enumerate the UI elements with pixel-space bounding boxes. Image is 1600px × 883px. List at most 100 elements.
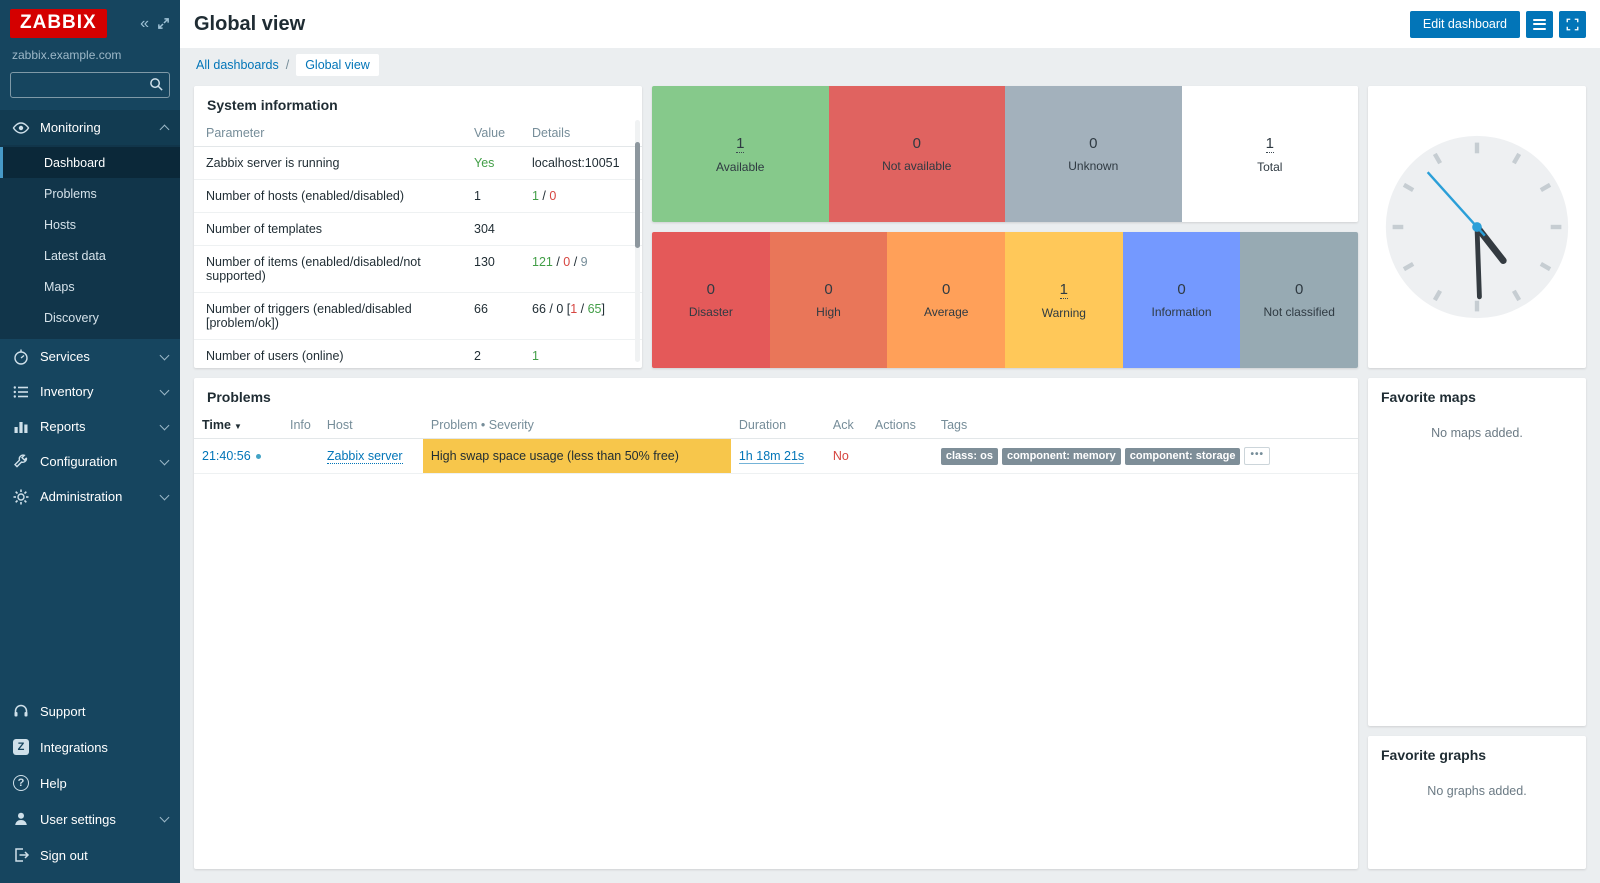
sidebar: ZABBIX « zabbix.example.com Monitoring [0, 0, 180, 883]
host-link[interactable]: Zabbix server [326, 449, 403, 464]
sidebar-item-label: Reports [40, 419, 86, 434]
right-column: Favorite maps No maps added. Favorite gr… [1368, 86, 1586, 869]
detail-part: / [538, 189, 550, 203]
sidebar-item-hosts[interactable]: Hosts [0, 209, 180, 240]
sysinfo-value: 66 [462, 292, 520, 340]
ack-link[interactable]: No [832, 449, 849, 463]
sidebar-item-monitoring[interactable]: Monitoring [0, 110, 180, 145]
sidebar-item-discovery[interactable]: Discovery [0, 302, 180, 333]
severity-block-warning: 1 Warning [1005, 232, 1123, 368]
severity-count[interactable]: 0 [1295, 281, 1304, 298]
chevron-down-icon [159, 420, 170, 430]
dashboard-menu-button[interactable] [1526, 10, 1553, 38]
search-icon[interactable] [149, 77, 164, 92]
sidebar-item-maps[interactable]: Maps [0, 271, 180, 302]
problem-ack-cell: No [824, 438, 867, 474]
reports-icon [12, 418, 30, 436]
sysinfo-value: 1 [462, 179, 520, 213]
topbar-actions: Edit dashboard [1409, 10, 1586, 38]
problem-actions-cell [866, 438, 933, 474]
headset-icon [12, 702, 30, 720]
wrench-icon [12, 453, 30, 471]
severity-label: High [816, 305, 841, 319]
sidebar-item-support[interactable]: Support [0, 693, 180, 729]
problem-duration-cell: 1h 18m 21s [730, 438, 825, 474]
tag-chip[interactable]: component: memory [1001, 447, 1121, 465]
table-row: Number of templates 304 [194, 212, 642, 246]
sidebar-item-configuration[interactable]: Configuration [0, 444, 180, 479]
column-header-value: Value [462, 120, 520, 147]
sidebar-item-label: Services [40, 349, 90, 364]
sysinfo-value: 2 [462, 339, 520, 368]
system-information-table: Parameter Value Details Zabbix server is… [194, 120, 642, 368]
search-input[interactable] [10, 72, 170, 98]
main-content: Global view Edit dashboard All dashboard… [180, 0, 1600, 883]
problem-name-cell[interactable]: High swap space usage (less than 50% fre… [422, 438, 731, 474]
problems-widget: Problems Time ▼ Info Host Problem • Sever… [194, 378, 1358, 869]
integrations-icon: Z [12, 738, 30, 756]
compact-view-icon[interactable] [157, 17, 170, 30]
sort-desc-icon: ▼ [233, 422, 242, 431]
column-header-ack: Ack [824, 412, 867, 439]
sidebar-item-reports[interactable]: Reports [0, 409, 180, 444]
sidebar-item-administration[interactable]: Administration [0, 479, 180, 514]
problems-by-severity-widget: 0 Disaster 0 High 0 Average [652, 232, 1358, 368]
sidebar-footer-menu: Support Z Integrations ? Help User setti… [0, 687, 180, 883]
sidebar-item-help[interactable]: ? Help [0, 765, 180, 801]
favorite-graphs-widget: Favorite graphs No graphs added. [1368, 736, 1586, 869]
breadcrumb-separator: / [285, 58, 290, 72]
column-header-parameter: Parameter [194, 120, 462, 147]
sidebar-item-user-settings[interactable]: User settings [0, 801, 180, 837]
problem-time-link[interactable]: 21:40:56 [202, 449, 251, 463]
submenu-label: Discovery [44, 310, 99, 325]
detail-part: / [577, 302, 588, 316]
sidebar-item-latest-data[interactable]: Latest data [0, 240, 180, 271]
gear-icon [12, 488, 30, 506]
sidebar-item-services[interactable]: Services [0, 339, 180, 374]
sidebar-item-dashboard[interactable]: Dashboard [0, 147, 180, 178]
breadcrumb-current[interactable]: Global view [296, 54, 379, 76]
tag-chip[interactable]: component: storage [1124, 447, 1241, 465]
fullscreen-button[interactable] [1559, 10, 1586, 38]
clock-widget [1368, 86, 1586, 368]
sidebar-item-problems[interactable]: Problems [0, 178, 180, 209]
sysinfo-parameter: Number of templates [194, 212, 462, 246]
search-box [10, 72, 170, 98]
availability-count[interactable]: 0 [912, 135, 921, 152]
edit-dashboard-button[interactable]: Edit dashboard [1409, 10, 1520, 38]
severity-count[interactable]: 1 [1059, 280, 1069, 299]
hamburger-icon [1533, 23, 1546, 25]
sysinfo-details [520, 212, 642, 246]
table-row: Number of items (enabled/disabled/not su… [194, 245, 642, 293]
breadcrumb-all-dashboards[interactable]: All dashboards [196, 58, 279, 72]
sidebar-item-inventory[interactable]: Inventory [0, 374, 180, 409]
submenu-label: Maps [44, 279, 75, 294]
help-icon: ? [12, 774, 30, 792]
problems-table: Time ▼ Info Host Problem • Severity Durat… [194, 412, 1358, 474]
availability-count[interactable]: 1 [736, 134, 745, 153]
duration-link[interactable]: 1h 18m 21s [738, 449, 805, 464]
scrollbar-thumb[interactable] [635, 141, 640, 249]
column-header-time[interactable]: Time ▼ [194, 412, 282, 439]
detail-part: / [552, 255, 564, 269]
sysinfo-details: 1 / 0 [520, 179, 642, 213]
severity-count[interactable]: 0 [1177, 281, 1186, 298]
tag-chip[interactable]: class: os [940, 447, 998, 465]
availability-count[interactable]: 0 [1089, 135, 1098, 152]
severity-count[interactable]: 0 [824, 281, 833, 298]
column-header-duration: Duration [730, 412, 825, 439]
more-tags-button[interactable]: ••• [1244, 447, 1270, 465]
detail-part: 1 [532, 349, 539, 363]
availability-count[interactable]: 1 [1265, 134, 1274, 153]
severity-count[interactable]: 0 [942, 281, 951, 298]
widget-title: System information [207, 97, 338, 113]
detail-part: 66 / 0 [ [532, 302, 571, 316]
severity-count[interactable]: 0 [706, 281, 715, 298]
zabbix-logo[interactable]: ZABBIX [10, 9, 107, 38]
sidebar-item-sign-out[interactable]: Sign out [0, 837, 180, 873]
widget-title: Problems [207, 389, 271, 405]
main-menu: Monitoring Dashboard Problems Hosts Late… [0, 110, 180, 514]
severity-block-disaster: 0 Disaster [652, 232, 770, 368]
collapse-sidebar-icon[interactable]: « [140, 14, 149, 32]
sidebar-item-integrations[interactable]: Z Integrations [0, 729, 180, 765]
